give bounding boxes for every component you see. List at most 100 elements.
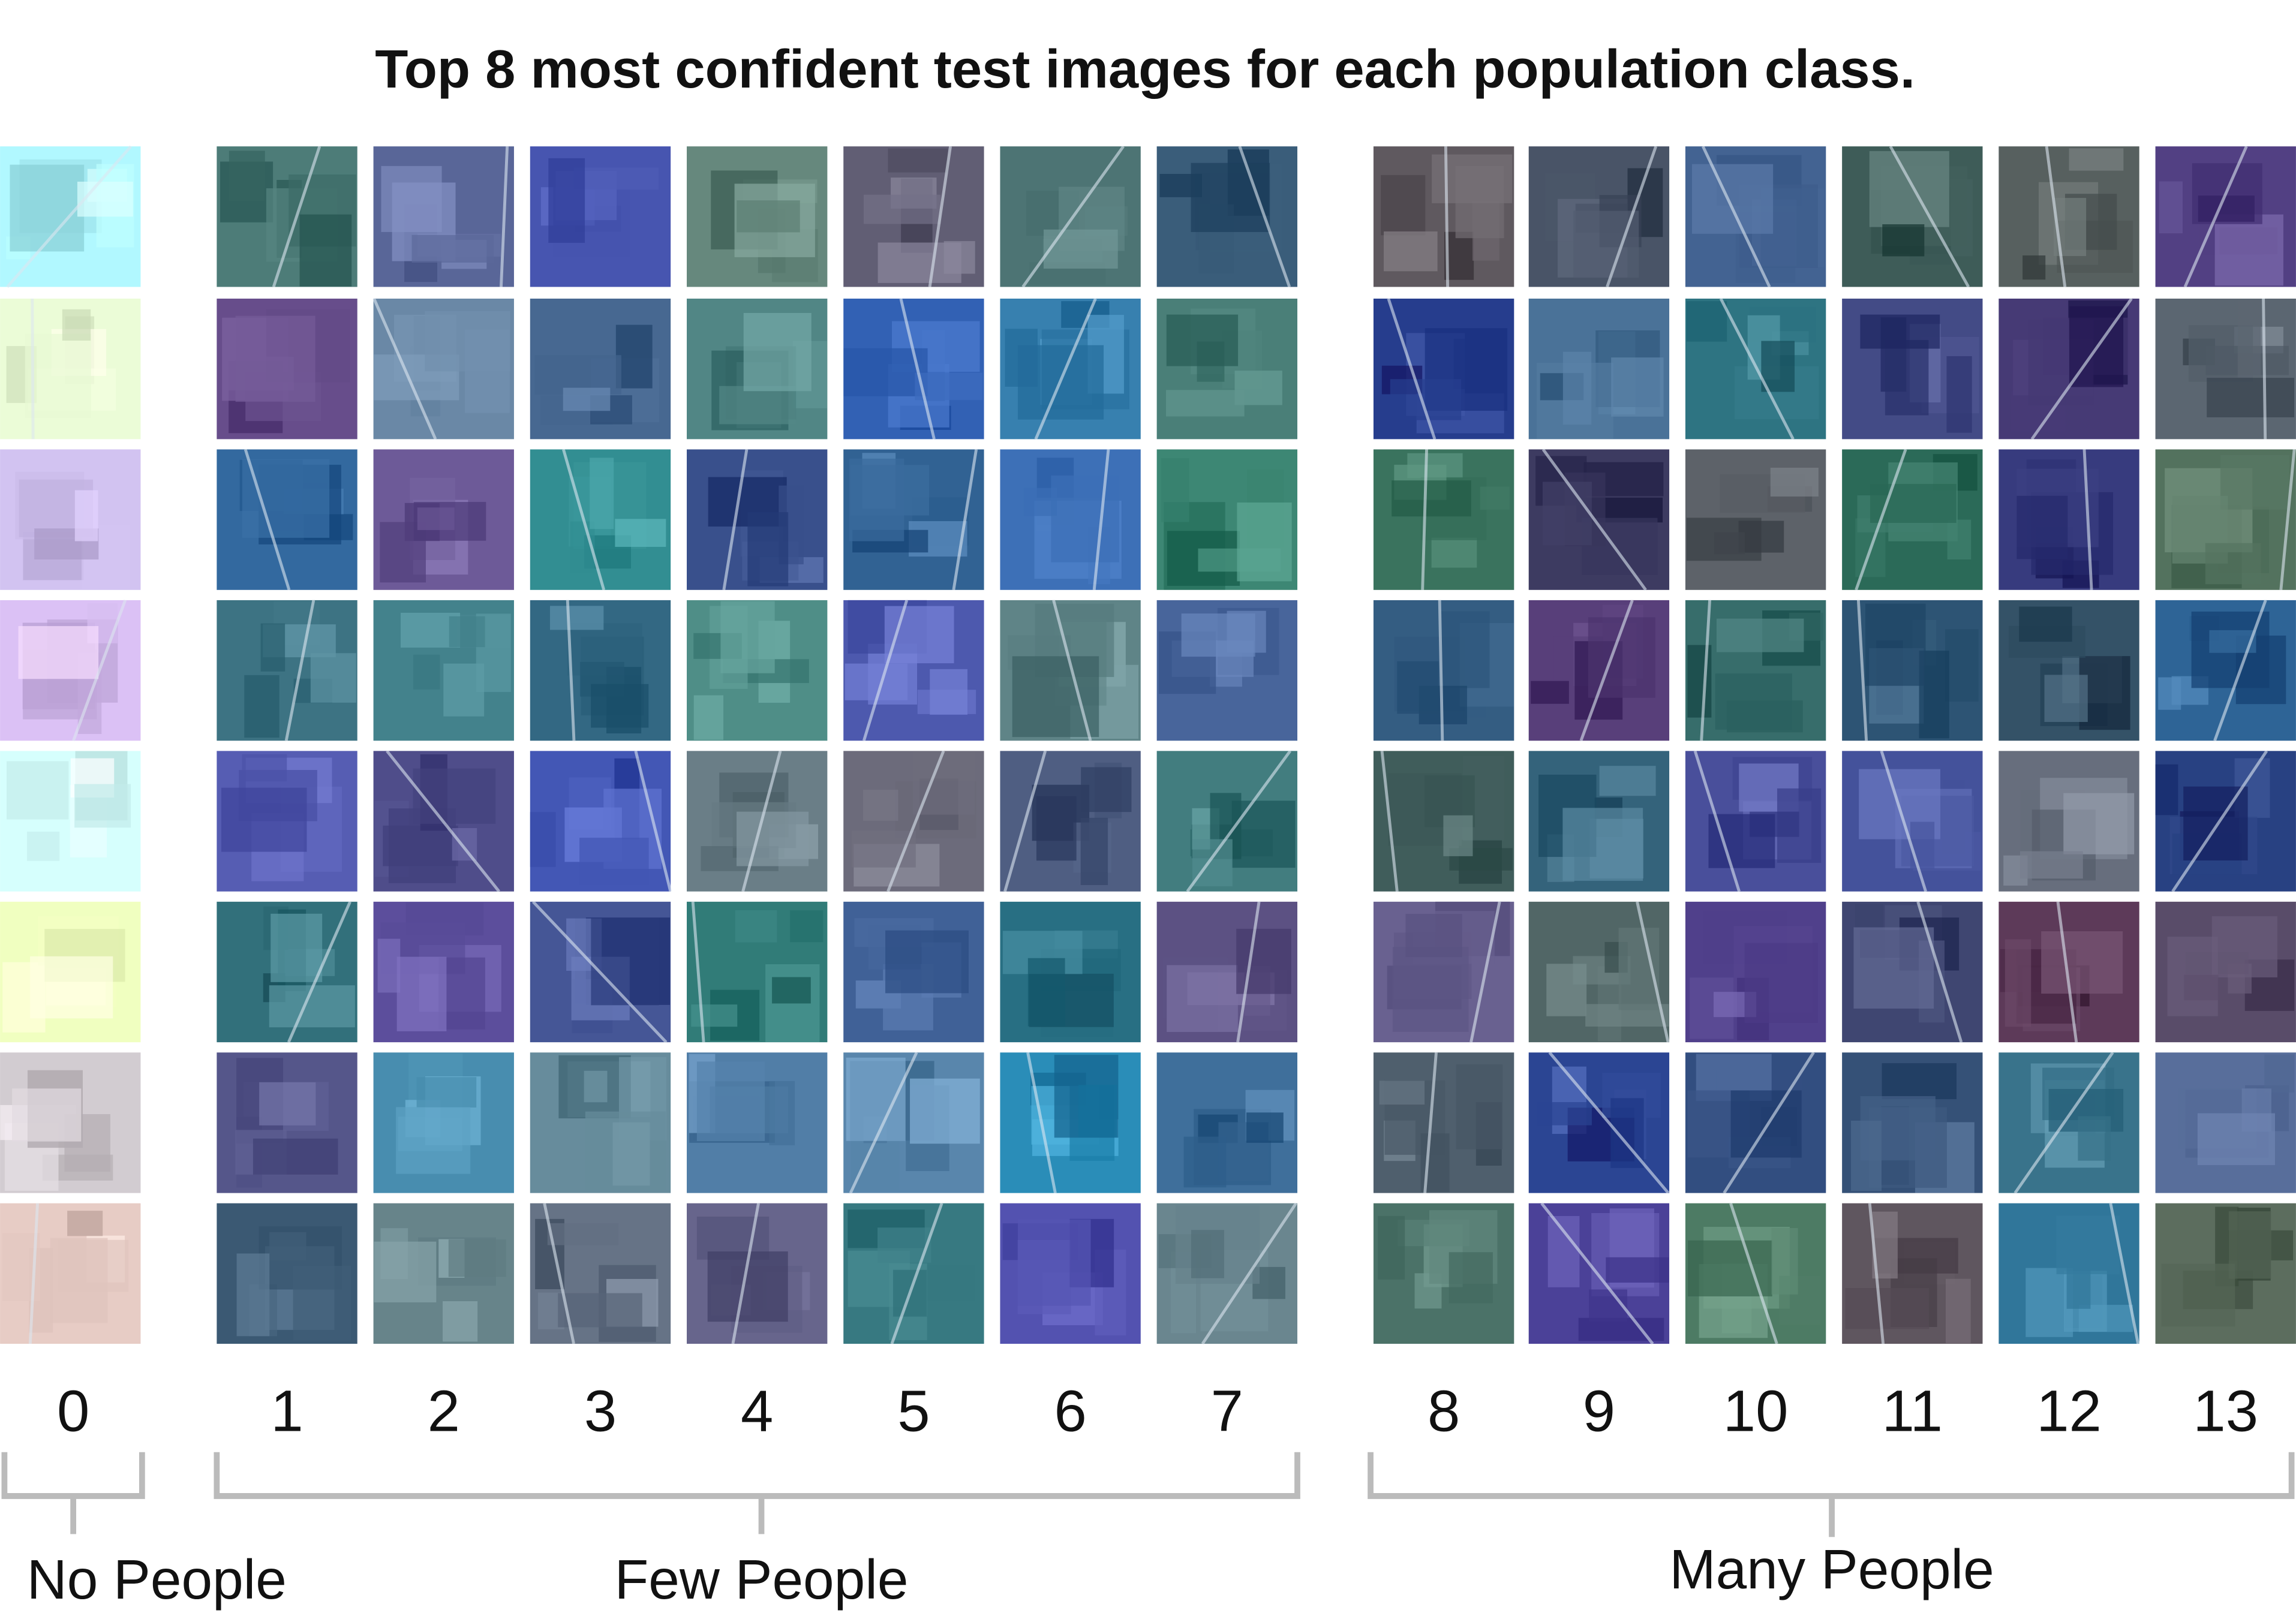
satellite-tile bbox=[217, 449, 357, 591]
class-label: 6 bbox=[1054, 1378, 1086, 1443]
tile-patch bbox=[1882, 224, 1925, 257]
tile-patch bbox=[452, 828, 477, 861]
tile-patch bbox=[711, 1284, 751, 1316]
satellite-tile bbox=[0, 1052, 141, 1193]
satellite-tile bbox=[843, 901, 984, 1043]
satellite-tile bbox=[373, 449, 514, 590]
tile-road bbox=[372, 298, 437, 440]
tile-patch bbox=[1770, 467, 1819, 497]
tile-patch bbox=[260, 623, 286, 672]
tile-patch bbox=[1381, 174, 1426, 236]
tile-patch bbox=[7, 761, 69, 820]
tile-patch bbox=[10, 164, 85, 252]
tile-road bbox=[28, 1203, 39, 1344]
tile-patch bbox=[413, 654, 440, 690]
satellite-tile bbox=[0, 751, 141, 892]
satellite-tile bbox=[1685, 1051, 1826, 1194]
satellite-tile bbox=[843, 1052, 984, 1194]
tile-patch bbox=[1081, 767, 1132, 812]
tile-patch bbox=[1851, 1121, 1882, 1191]
tile-patch bbox=[236, 1253, 270, 1337]
tile-road bbox=[722, 449, 749, 591]
tile-road bbox=[1052, 600, 1092, 741]
tile-road bbox=[1421, 449, 1428, 590]
satellite-tile bbox=[1528, 299, 1670, 440]
satellite-tile bbox=[843, 298, 984, 440]
satellite-tile bbox=[2155, 146, 2296, 288]
tile-patch bbox=[417, 507, 455, 530]
satellite-tile bbox=[1373, 1203, 1514, 1344]
brackets bbox=[1, 1452, 2295, 1537]
tile-road bbox=[952, 449, 978, 591]
tile-patch bbox=[590, 458, 614, 529]
tile-patch bbox=[530, 812, 556, 867]
class-label: 2 bbox=[428, 1378, 460, 1443]
tile-patch bbox=[1439, 611, 1490, 688]
satellite-tile bbox=[1842, 750, 1983, 892]
tile-road bbox=[1423, 1052, 1438, 1193]
tile-road bbox=[741, 750, 782, 892]
tile-patch bbox=[2220, 455, 2289, 510]
satellite-tile bbox=[530, 449, 671, 591]
satellite-tile bbox=[1842, 1052, 1983, 1193]
satellite-tile bbox=[1842, 1203, 1983, 1344]
tile-patch bbox=[1945, 1278, 1971, 1344]
tile-patch bbox=[1562, 351, 1592, 425]
satellite-tile bbox=[217, 901, 357, 1043]
tile-patch bbox=[1043, 229, 1118, 269]
tile-patch bbox=[1397, 661, 1439, 714]
tile-patch bbox=[2184, 974, 2219, 1001]
satellite-tile bbox=[1685, 449, 1826, 590]
tile-patch bbox=[221, 787, 307, 852]
tile-road bbox=[543, 1203, 575, 1344]
tile-road bbox=[691, 901, 705, 1043]
tile-patch bbox=[2019, 606, 2072, 642]
satellite-tile bbox=[843, 750, 984, 892]
tile-patch bbox=[1036, 796, 1077, 861]
tile-patch bbox=[885, 930, 969, 994]
tile-patch bbox=[862, 790, 898, 821]
class-label: 8 bbox=[1428, 1378, 1460, 1443]
tile-patch bbox=[1686, 301, 1727, 342]
tile-patch bbox=[253, 1138, 338, 1175]
satellite-tile bbox=[530, 600, 671, 741]
class-label: 5 bbox=[897, 1378, 930, 1443]
tile-patch bbox=[2022, 255, 2046, 280]
tile-patch bbox=[1405, 914, 1462, 958]
tile-patch bbox=[1379, 1081, 1425, 1105]
tile-patch bbox=[242, 459, 330, 538]
satellite-tile bbox=[1000, 901, 1141, 1043]
tile-patch bbox=[293, 1265, 351, 1341]
satellite-tile bbox=[2155, 1203, 2296, 1344]
tile-patch bbox=[1870, 484, 1957, 523]
tile-patch bbox=[377, 938, 401, 993]
tile-patch bbox=[737, 200, 800, 233]
tile-patch bbox=[62, 309, 91, 341]
class-label: 13 bbox=[2193, 1378, 2258, 1443]
tile-patch bbox=[74, 490, 98, 541]
tile-patch bbox=[244, 675, 280, 738]
tile-patch bbox=[1715, 673, 1792, 730]
tile-patch bbox=[2237, 299, 2261, 378]
satellite-tile bbox=[1156, 750, 1298, 893]
tile-patch bbox=[1947, 519, 1972, 560]
tile-patch bbox=[930, 669, 967, 715]
tile-patch bbox=[1392, 947, 1469, 1032]
satellite-tile bbox=[0, 1203, 141, 1344]
tile-patch bbox=[2211, 916, 2277, 978]
satellite-tile bbox=[1373, 600, 1514, 741]
tile-patch bbox=[2205, 543, 2261, 585]
tile-patch bbox=[1480, 486, 1510, 510]
tile-patch bbox=[1231, 801, 1296, 868]
tile-patch bbox=[1192, 839, 1233, 887]
satellite-tile bbox=[373, 146, 514, 287]
tile-road bbox=[532, 901, 668, 1043]
tile-road bbox=[287, 901, 351, 1043]
satellite-tile bbox=[1842, 449, 1983, 591]
tile-road bbox=[1540, 1202, 1654, 1345]
tile-patch bbox=[584, 1070, 608, 1103]
tile-patch bbox=[2056, 1215, 2120, 1275]
tile-road bbox=[2262, 298, 2267, 440]
tile-road bbox=[31, 298, 35, 440]
tile-patch bbox=[2019, 851, 2083, 879]
